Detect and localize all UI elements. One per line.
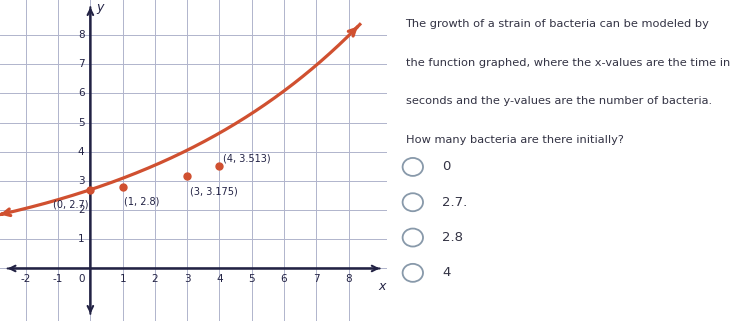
Text: 5: 5 (248, 274, 255, 284)
Text: (0, 2.7): (0, 2.7) (53, 200, 89, 210)
Text: 1: 1 (78, 234, 84, 244)
Text: x: x (378, 280, 386, 293)
Text: 2: 2 (78, 205, 84, 215)
Text: 2.8: 2.8 (442, 231, 463, 244)
Text: y: y (96, 2, 104, 14)
Text: 2: 2 (152, 274, 158, 284)
Text: 3: 3 (78, 176, 84, 186)
Text: 6: 6 (78, 88, 84, 98)
Text: 5: 5 (78, 117, 84, 127)
Text: The growth of a strain of bacteria can be modeled by: The growth of a strain of bacteria can b… (405, 19, 709, 29)
Text: 6: 6 (280, 274, 287, 284)
Text: 1: 1 (120, 274, 126, 284)
Text: 7: 7 (78, 59, 84, 69)
Text: -1: -1 (53, 274, 63, 284)
Text: 7: 7 (313, 274, 320, 284)
Text: 8: 8 (345, 274, 352, 284)
Text: 8: 8 (78, 30, 84, 40)
Text: (3, 3.175): (3, 3.175) (190, 186, 238, 196)
Text: 4: 4 (442, 266, 450, 279)
Text: (4, 3.513): (4, 3.513) (223, 153, 270, 163)
Text: How many bacteria are there initially?: How many bacteria are there initially? (405, 135, 623, 145)
Text: 0: 0 (78, 274, 84, 284)
Text: 4: 4 (216, 274, 223, 284)
Text: 2.7.: 2.7. (442, 196, 467, 209)
Text: 3: 3 (184, 274, 190, 284)
Text: seconds and the y-values are the number of bacteria.: seconds and the y-values are the number … (405, 96, 711, 106)
Text: 4: 4 (78, 147, 84, 157)
Text: 0: 0 (442, 160, 450, 173)
Text: (1, 2.8): (1, 2.8) (124, 197, 159, 207)
Text: -2: -2 (20, 274, 31, 284)
Text: the function graphed, where the x-values are the time in: the function graphed, where the x-values… (405, 58, 729, 68)
